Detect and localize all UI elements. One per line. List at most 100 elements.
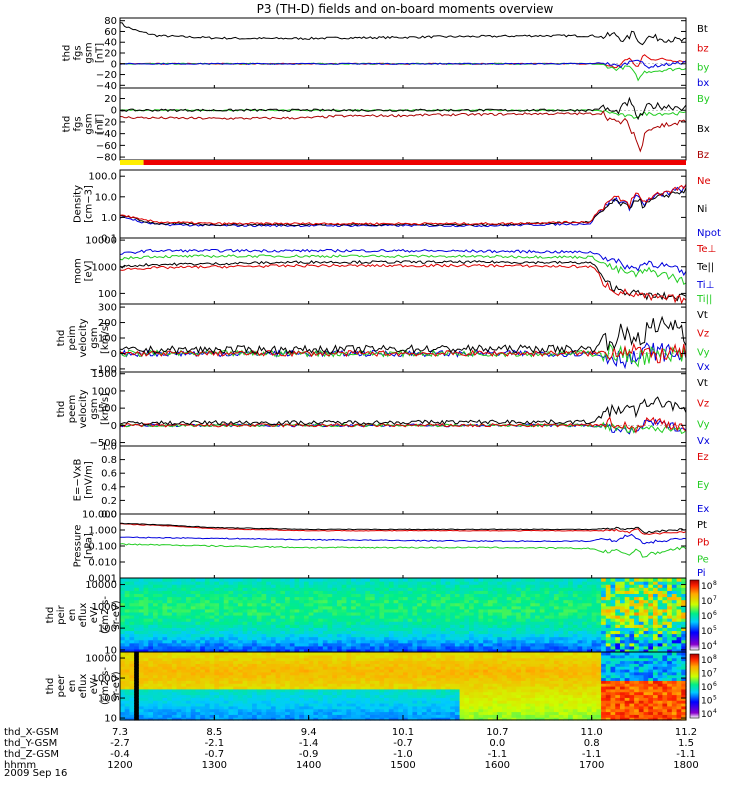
spectrogram-cell [591, 627, 597, 632]
spectrogram-cell [506, 593, 513, 598]
spectrogram-cell [252, 671, 258, 676]
spectrogram-cell [336, 608, 343, 613]
spectrogram-cell [398, 700, 404, 704]
spectrogram-cell [318, 663, 324, 667]
spectrogram-cell [586, 645, 593, 650]
spectrogram-cell [247, 581, 253, 585]
spectrogram-cell [242, 630, 248, 635]
spectrogram-cell [318, 645, 324, 650]
spectrogram-cell [294, 677, 300, 681]
spectrogram-cell [506, 627, 513, 632]
spectrogram-cell [454, 711, 461, 715]
spectrogram-cell [450, 587, 456, 591]
spectrogram-cell [516, 624, 522, 628]
spectrogram-cell [186, 639, 192, 644]
spectrogram-cell [539, 615, 546, 619]
spectrogram-cell [181, 717, 187, 721]
spectrogram-cell [483, 611, 489, 616]
spectrogram-cell [275, 599, 281, 604]
spectrogram-cell [308, 593, 314, 598]
spectrogram-cell [138, 654, 145, 659]
spectrogram-cell [256, 703, 263, 707]
spectrogram-cell [473, 648, 480, 653]
spectrogram-cell [308, 674, 314, 679]
spectrogram-cell [464, 708, 470, 713]
spectrogram-cell [473, 671, 480, 676]
spectrogram-cell [586, 581, 593, 585]
spectrogram-cell [252, 717, 258, 721]
spectrogram-cell [313, 705, 319, 710]
spectrogram-cell [346, 642, 352, 647]
spectrogram-cell [502, 593, 508, 598]
spectrogram-cell [129, 708, 135, 713]
spectrogram-cell [252, 648, 258, 653]
spectrogram-cell [270, 621, 277, 625]
spectrogram-cell [143, 669, 149, 673]
spectrogram-cell [332, 645, 338, 650]
spectrogram-cell [638, 633, 645, 638]
spectrogram-cell [615, 627, 621, 632]
spectrogram-cell [242, 671, 248, 676]
y-tick-label: 60 [104, 27, 117, 38]
spectrogram-cell [530, 645, 536, 650]
spectrogram-cell [374, 671, 381, 676]
spectrogram-cell [237, 630, 244, 635]
spectrogram-cell [421, 642, 428, 647]
spectrogram-cell [270, 703, 277, 707]
spectrogram-cell [341, 636, 347, 641]
spectrogram-cell [186, 714, 192, 718]
spectrogram-cell [530, 630, 536, 635]
spectrogram-cell [511, 587, 517, 591]
spectrogram-cell [237, 660, 244, 664]
spectrogram-cell [459, 691, 465, 696]
spectrogram-cell [487, 639, 494, 644]
spectrogram-cell [398, 714, 404, 718]
spectrogram-cell [539, 581, 546, 585]
spectrogram-cell [355, 596, 362, 601]
legend-entry: Pi [697, 568, 706, 579]
spectrogram-cell [360, 578, 366, 582]
spectrogram-cell [436, 703, 442, 707]
spectrogram-cell [318, 636, 324, 641]
spectrogram-cell [148, 691, 154, 696]
spectrogram-cell [412, 624, 418, 628]
spectrogram-cell [129, 660, 135, 664]
spectrogram-cell [553, 605, 560, 610]
spectrogram-cell [520, 648, 527, 653]
spectrogram-cell [638, 648, 645, 653]
spectrogram-cell [242, 683, 248, 687]
spectrogram-cell [308, 618, 314, 622]
spectrogram-cell [148, 608, 154, 613]
spectrogram-cell [478, 578, 484, 582]
spectrogram-cell [138, 688, 145, 693]
series-line-Ti⊥ [120, 248, 686, 277]
spectrogram-cell [162, 669, 168, 673]
spectrogram-cell [351, 688, 357, 693]
spectrogram-cell [384, 578, 390, 582]
spectrogram-cell [209, 652, 215, 656]
spectrogram-cell [186, 697, 192, 701]
spectrogram-cell [492, 636, 498, 641]
spectrogram-cell [398, 618, 404, 622]
spectrogram-cell [120, 674, 126, 679]
spectrogram-cell [454, 680, 461, 684]
spectrogram-cell [605, 615, 612, 619]
spectrogram-cell [327, 593, 333, 598]
spectrogram-cell [280, 694, 286, 698]
series-group [120, 22, 686, 82]
spectrogram-cell [487, 642, 494, 647]
spectrogram-cell [270, 602, 277, 607]
spectrogram-cell [407, 648, 414, 653]
spectrogram-cell [280, 717, 286, 721]
spectrogram-cell [464, 615, 470, 619]
spectrogram-cell [327, 694, 333, 698]
spectrogram-cell [200, 688, 206, 693]
spectrogram-cell [176, 639, 182, 644]
spectrogram-cell [445, 624, 451, 628]
spectrogram-cell [450, 605, 456, 610]
spectrogram-cell [223, 633, 230, 638]
spectrogram-cell [384, 700, 390, 704]
spectrogram-cell [247, 680, 253, 684]
y-tick-label: 0 [111, 349, 117, 360]
spectrogram-cell [459, 703, 465, 707]
